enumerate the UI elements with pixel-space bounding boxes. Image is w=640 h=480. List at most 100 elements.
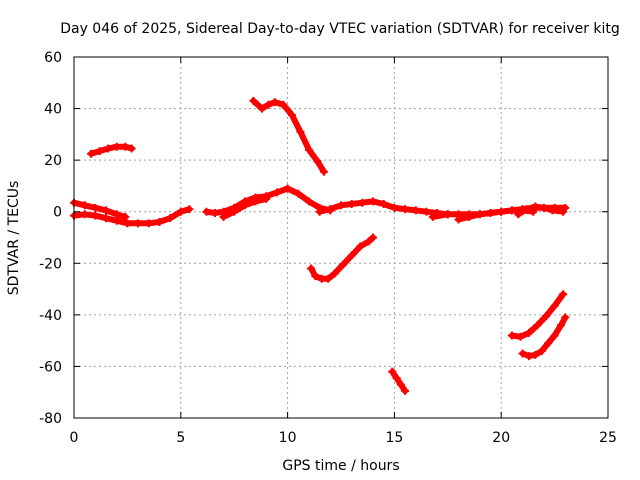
x-tick-label: 20: [492, 430, 510, 446]
data-point: [219, 212, 228, 221]
series-arc-10: [514, 202, 568, 219]
data-point: [264, 100, 273, 109]
data-point: [95, 147, 104, 156]
data-point: [369, 197, 378, 206]
x-axis-title: GPS time / hours: [282, 458, 399, 474]
data-point: [388, 367, 397, 376]
data-point: [522, 205, 531, 214]
series-line: [71, 206, 193, 227]
x-tick-label: 10: [279, 430, 297, 446]
data-point: [544, 339, 553, 348]
data-point: [134, 219, 143, 228]
plot-frame: [73, 56, 609, 419]
data-point: [176, 207, 185, 216]
y-tick-label: 40: [44, 102, 62, 118]
data-point: [411, 206, 420, 215]
data-point: [166, 214, 175, 223]
x-tick-label: 15: [385, 430, 403, 446]
data-point: [559, 290, 568, 299]
data-point: [324, 274, 333, 283]
data-point: [401, 205, 410, 214]
data-point: [123, 219, 132, 228]
data-point: [422, 207, 431, 216]
data-point: [550, 331, 559, 340]
data-point: [392, 374, 401, 383]
series-line: [308, 234, 376, 282]
data-point: [465, 212, 474, 221]
data-point: [337, 201, 345, 210]
chart-title: Day 046 of 2025, Sidereal Day-to-day VTE…: [60, 21, 620, 37]
data-point: [531, 202, 540, 211]
data-point: [121, 142, 130, 151]
data-point: [202, 207, 211, 216]
data-point: [307, 264, 316, 273]
data-point: [185, 205, 194, 214]
series-arc-11: [307, 233, 378, 283]
y-tick-label: -40: [39, 308, 62, 324]
data-point: [524, 352, 533, 361]
data-point: [262, 194, 271, 203]
data-point: [533, 321, 542, 330]
data-point: [80, 210, 89, 219]
data-point: [155, 218, 164, 227]
data-point: [326, 205, 335, 214]
data-point: [91, 211, 100, 220]
data-point: [514, 210, 523, 219]
data-point: [240, 201, 249, 210]
data-point: [542, 312, 551, 321]
data-point: [127, 144, 136, 153]
data-point: [87, 149, 96, 158]
data-point: [539, 203, 548, 212]
data-point: [272, 188, 281, 197]
data-point: [91, 203, 100, 212]
data-point: [279, 100, 288, 109]
y-axis-title: SDTVAR / TECUs: [6, 181, 22, 296]
data-point: [548, 206, 557, 215]
x-tick-label: 25: [599, 430, 617, 446]
series-line: [389, 368, 409, 394]
data-point: [369, 233, 378, 242]
data-point: [339, 260, 348, 269]
data-point: [294, 189, 303, 198]
data-point: [516, 332, 525, 341]
data-point: [454, 215, 463, 224]
data-point: [112, 142, 121, 151]
data-point: [319, 167, 328, 176]
data-point: [249, 96, 258, 105]
data-point: [379, 199, 388, 208]
data-point: [304, 197, 313, 206]
data-point: [121, 212, 130, 221]
data-point: [283, 184, 292, 193]
series-arc-1: [70, 205, 194, 228]
y-tick-label: -20: [39, 256, 62, 272]
data-point: [475, 210, 484, 219]
data-point: [296, 127, 305, 136]
y-tick-label: 20: [44, 153, 62, 169]
data-point: [102, 206, 111, 215]
data-point: [315, 207, 324, 216]
data-point: [257, 104, 266, 113]
series-arc-5: [219, 194, 271, 221]
y-tick-label: -80: [39, 411, 62, 427]
series-arc-6: [249, 96, 328, 176]
data-point: [486, 209, 495, 218]
data-point: [311, 272, 320, 281]
data-point: [313, 157, 322, 166]
data-point: [102, 214, 111, 223]
data-point: [304, 145, 313, 154]
data-point: [210, 209, 219, 218]
data-point: [230, 207, 239, 216]
data-point: [364, 237, 373, 246]
series-arc-2: [70, 198, 130, 221]
data-point: [507, 331, 516, 340]
data-point: [401, 386, 410, 395]
y-tick-label: -60: [39, 359, 62, 375]
series-arc-3: [87, 142, 136, 158]
series-arc-14: [518, 313, 570, 361]
data-point: [287, 111, 296, 120]
series-arc-13: [507, 290, 568, 341]
series-line: [250, 97, 327, 175]
data-point: [104, 144, 113, 153]
